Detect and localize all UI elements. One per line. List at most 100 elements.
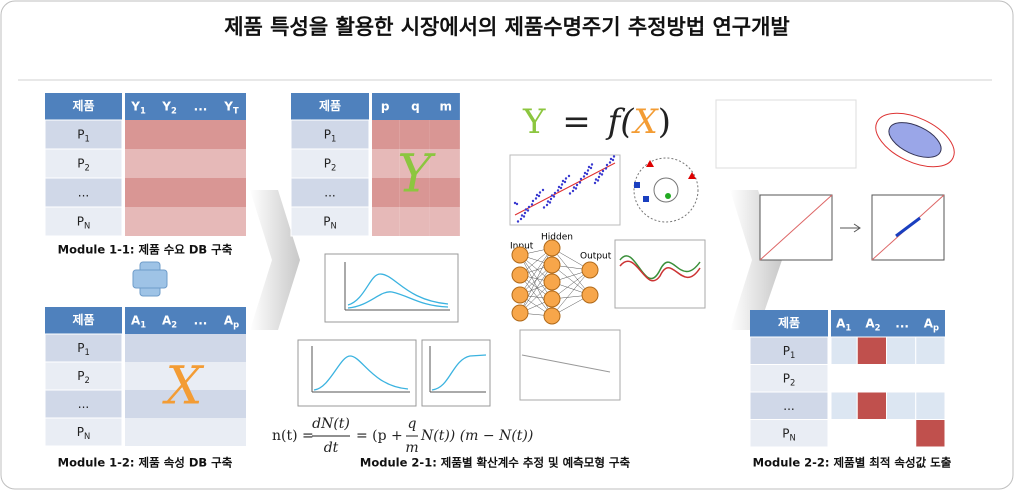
label-base: P [77,425,84,439]
row-header [290,206,370,237]
scatter-dot [601,169,605,173]
scatter-dot [561,179,565,183]
nn-label: Hidden [541,233,573,243]
nn-node [543,256,561,274]
ml-thumbnail [509,99,955,401]
label-sub: 2 [171,319,177,329]
neural-net: Input Hidden Output [510,233,612,325]
scatter-dot [597,175,601,179]
cell-label: ... [895,316,909,330]
scatter-dot [572,186,576,189]
scatter-dot [526,209,530,212]
cell-label: ... [324,185,335,199]
label-sub: 1 [84,347,89,357]
formula-part: N(t)) (m − N(t)) [420,428,533,444]
scatter-dot [564,177,568,180]
cell-label: PN [323,214,337,230]
scatter-dot [538,191,542,194]
cell-label: P1 [77,127,90,143]
cell-label: P2 [783,371,796,387]
data-cell [184,178,215,207]
header-cell [45,307,122,334]
scatter-dot [552,195,556,198]
data-cell [886,364,917,393]
data-cell [372,120,400,149]
row-header [44,389,123,419]
label-sub: N [84,431,90,441]
scatter-dot [537,194,541,198]
data-cell [125,334,153,362]
data-cell [215,120,246,149]
label-base: m [439,99,452,113]
nn-edge [519,247,553,296]
scatter-dot [534,197,538,200]
data-cell [429,149,460,178]
cell-label: P2 [77,156,90,172]
label-base: A [865,316,875,330]
data-cell [184,120,215,149]
label-sub: T [233,105,239,115]
scatter-dot [598,172,602,175]
formula-part: dN(t) [312,416,350,432]
nn-label: Output [580,252,612,262]
row-header [44,148,123,179]
scatter-dot [612,155,616,158]
scatter-dot [550,194,554,197]
data-cell [886,391,917,420]
row-header [749,336,829,365]
data-cell [153,418,184,446]
header-cell [372,93,460,120]
formula-part: = (p + [356,428,403,444]
label-sub: N [84,220,90,230]
cell-label: PN [77,214,91,230]
scatter-dot [589,166,593,170]
module-caption: Module 2-2: 제품별 최적 속성값 도출 [753,456,952,470]
scatter-dot [600,173,604,176]
label-base: A [224,313,234,327]
scatter-dot [582,175,586,178]
label-base: ... [324,185,335,199]
data-cell [856,364,887,393]
data-cell [399,178,430,207]
label-base: P [783,343,790,357]
data-cell [184,390,215,418]
cell-label: P1 [324,127,337,143]
nn-node [581,261,599,279]
scatter-dot [535,193,539,197]
formula-part: m [405,440,418,456]
cell-label: Ap [924,316,939,332]
label-base: P [77,369,84,383]
row-header [44,119,123,150]
scatter-dot [605,163,609,167]
cell-label: A2 [162,313,177,329]
data-cell [153,178,184,207]
nn-edge [551,247,591,296]
diffusion-thumbnail [297,253,491,407]
data-cell [886,419,917,448]
corner-label: 제품 [778,316,800,330]
module-caption: Module 2-1: 제품별 확산계수 추정 및 예측모형 구축 [360,456,631,470]
nn-node [581,286,599,304]
scatter-dot [571,189,575,193]
data-cell [125,149,153,178]
scatter-dot [604,167,608,170]
data-cell [856,419,887,448]
data-cell [856,336,887,365]
data-cell [153,390,184,418]
corner-label: 제품 [72,313,94,327]
label-base: ... [78,185,89,199]
data-cell [429,178,460,207]
label-base: A [836,316,846,330]
cell-label: ... [783,398,794,412]
label-base: ... [78,397,89,411]
data-cell [830,391,858,420]
scatter-dot [559,186,563,190]
row-header [749,419,829,448]
label-sub: p [233,319,239,329]
scatter-dot [611,158,615,162]
data-cell [429,120,460,149]
data-cell [886,336,917,365]
data-cell [399,120,430,149]
row-header [290,119,370,150]
